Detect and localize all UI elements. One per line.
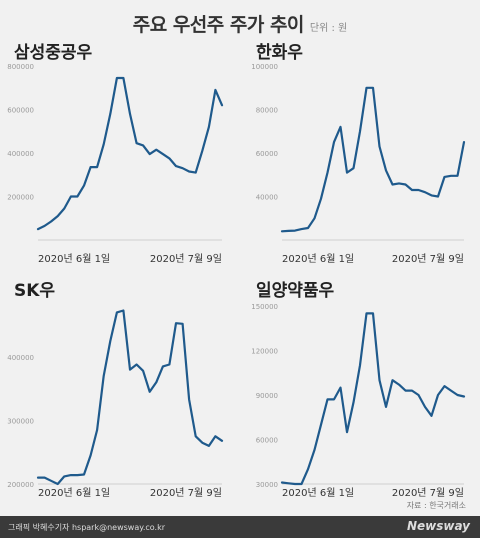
chart-title: 일양약품우 (256, 280, 335, 301)
series-line (36, 309, 224, 486)
x-tick-label-start: 2020년 6월 1일 (282, 487, 354, 499)
x-tick-label-start: 2020년 6월 1일 (282, 253, 354, 265)
header: 주요 우선주 주가 추이 단위 : 원 (0, 10, 480, 37)
y-tick-label: 600000 (7, 107, 34, 115)
chart-title: 삼성중공우 (14, 43, 93, 63)
series-line (280, 312, 466, 486)
y-tick-label: 150000 (251, 303, 278, 311)
y-tick-label: 200000 (7, 481, 34, 489)
y-tick-label: 300000 (7, 417, 34, 425)
y-tick-label: 30000 (256, 481, 278, 489)
y-tick-label: 400000 (7, 354, 34, 362)
series-line (36, 76, 224, 231)
chart-panel-3: SK우 400000 300000 200000 2020년 6월 1일 2020년 7월… (7, 281, 224, 499)
y-tick-label: 90000 (256, 392, 278, 400)
chart-title: 한화우 (256, 43, 303, 63)
x-tick-label-start: 2020년 6월 1일 (38, 253, 110, 265)
source-note: 자료 : 한국거래소 (406, 501, 466, 510)
y-tick-label: 120000 (251, 348, 278, 356)
y-tick-label: 800000 (7, 63, 34, 71)
y-tick-label: 400000 (7, 150, 34, 158)
y-tick-label: 40000 (256, 194, 278, 202)
newsway-logo: Newsway (406, 519, 470, 533)
unit-note: 단위 : 원 (309, 23, 348, 34)
y-tick-label: 200000 (7, 194, 34, 202)
y-tick-label: 60000 (256, 437, 278, 445)
series-line (280, 86, 466, 233)
x-tick-label-start: 2020년 6월 1일 (38, 487, 110, 499)
chart-panel-4: 일양약품우 150000 120000 90000 60000 30000 2020년 6월… (251, 280, 466, 499)
footer-credit: 그래픽 박혜수기자 hspark@newsway.co.kr (8, 523, 166, 532)
footer-bar: 그래픽 박혜수기자 hspark@newsway.co.kr Newsway (0, 516, 480, 538)
main-title: 주요 우선주 주가 추이 (132, 14, 305, 36)
y-tick-label: 80000 (256, 107, 278, 115)
x-tick-label-end: 2020년 7월 9일 (392, 253, 464, 265)
x-tick-label-end: 2020년 7월 9일 (150, 487, 222, 499)
y-tick-label: 100000 (251, 63, 278, 71)
chart-title: SK우 (14, 281, 55, 301)
x-tick-label-end: 2020년 7월 9일 (150, 253, 222, 265)
y-tick-label: 60000 (256, 150, 278, 158)
x-tick-label-end: 2020년 7월 9일 (392, 487, 464, 499)
